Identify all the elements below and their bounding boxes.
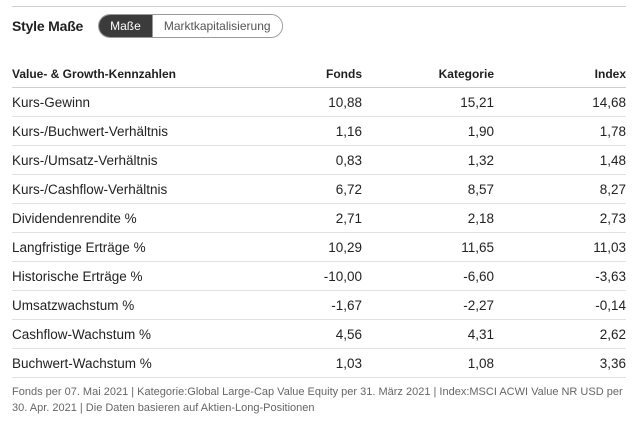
row-label: Langfristige Erträge % (12, 232, 272, 262)
table-row: Kurs-Gewinn 10,88 15,21 14,68 (12, 87, 626, 117)
index-value: 14,68 (494, 87, 626, 117)
row-label: Kurs-Gewinn (12, 87, 272, 117)
row-label: Kurs-/Cashflow-Verhältnis (12, 174, 272, 204)
column-header-kategorie: Kategorie (362, 60, 494, 88)
index-value: 3,36 (494, 348, 626, 378)
table-row: Kurs-/Buchwert-Verhältnis 1,16 1,90 1,78 (12, 116, 626, 146)
top-divider (12, 6, 626, 7)
table-header-row: Value- & Growth-Kennzahlen Fonds Kategor… (12, 60, 626, 88)
kategorie-value: 2,18 (362, 203, 494, 233)
kategorie-value: 4,31 (362, 319, 494, 349)
index-value: -3,63 (494, 261, 626, 291)
kategorie-value: -6,60 (362, 261, 494, 291)
kategorie-value: 11,65 (362, 232, 494, 262)
column-header-fonds: Fonds (272, 60, 362, 88)
fonds-value: 10,88 (272, 87, 362, 117)
fonds-value: 1,16 (272, 116, 362, 146)
kategorie-value: -2,27 (362, 290, 494, 320)
kategorie-value: 1,08 (362, 348, 494, 378)
footnote: Fonds per 07. Mai 2021 | Kategorie:Globa… (12, 386, 623, 414)
index-value: 11,03 (494, 232, 626, 262)
table-row: Kurs-/Cashflow-Verhältnis 6,72 8,57 8,27 (12, 174, 626, 204)
row-label: Kurs-/Buchwert-Verhältnis (12, 116, 272, 146)
table-row: Umsatzwachstum % -1,67 -2,27 -0,14 (12, 290, 626, 320)
section-title: Style Maße (12, 18, 84, 34)
fonds-value: 0,83 (272, 145, 362, 175)
section-header: Style Maße Maße Marktkapitalisierung (12, 14, 283, 38)
tab-masse[interactable]: Maße (99, 15, 152, 37)
column-header-metric: Value- & Growth-Kennzahlen (12, 60, 272, 88)
row-label: Historische Erträge % (12, 261, 272, 291)
row-label: Buchwert-Wachstum % (12, 348, 272, 378)
kategorie-value: 1,90 (362, 116, 494, 146)
fonds-value: -1,67 (272, 290, 362, 320)
index-value: 8,27 (494, 174, 626, 204)
row-label: Cashflow-Wachstum % (12, 319, 272, 349)
fonds-value: 6,72 (272, 174, 362, 204)
table-row: Historische Erträge % -10,00 -6,60 -3,63 (12, 261, 626, 291)
style-measures-table: Value- & Growth-Kennzahlen Fonds Kategor… (12, 60, 626, 378)
kategorie-value: 8,57 (362, 174, 494, 204)
index-value: 1,78 (494, 116, 626, 146)
table-row: Buchwert-Wachstum % 1,03 1,08 3,36 (12, 348, 626, 378)
fonds-value: 10,29 (272, 232, 362, 262)
index-value: 2,62 (494, 319, 626, 349)
table-row: Langfristige Erträge % 10,29 11,65 11,03 (12, 232, 626, 262)
kategorie-value: 15,21 (362, 87, 494, 117)
index-value: -0,14 (494, 290, 626, 320)
row-label: Umsatzwachstum % (12, 290, 272, 320)
row-label: Dividendenrendite % (12, 203, 272, 233)
column-header-index: Index (494, 60, 626, 88)
row-label: Kurs-/Umsatz-Verhältnis (12, 145, 272, 175)
index-value: 1,48 (494, 145, 626, 175)
kategorie-value: 1,32 (362, 145, 494, 175)
table-row: Kurs-/Umsatz-Verhältnis 0,83 1,32 1,48 (12, 145, 626, 175)
fonds-value: -10,00 (272, 261, 362, 291)
fonds-value: 4,56 (272, 319, 362, 349)
fonds-value: 1,03 (272, 348, 362, 378)
view-toggle: Maße Marktkapitalisierung (98, 14, 283, 38)
tab-marktkapitalisierung[interactable]: Marktkapitalisierung (151, 15, 282, 37)
table-row: Cashflow-Wachstum % 4,56 4,31 2,62 (12, 319, 626, 349)
table-row: Dividendenrendite % 2,71 2,18 2,73 (12, 203, 626, 233)
fonds-value: 2,71 (272, 203, 362, 233)
index-value: 2,73 (494, 203, 626, 233)
